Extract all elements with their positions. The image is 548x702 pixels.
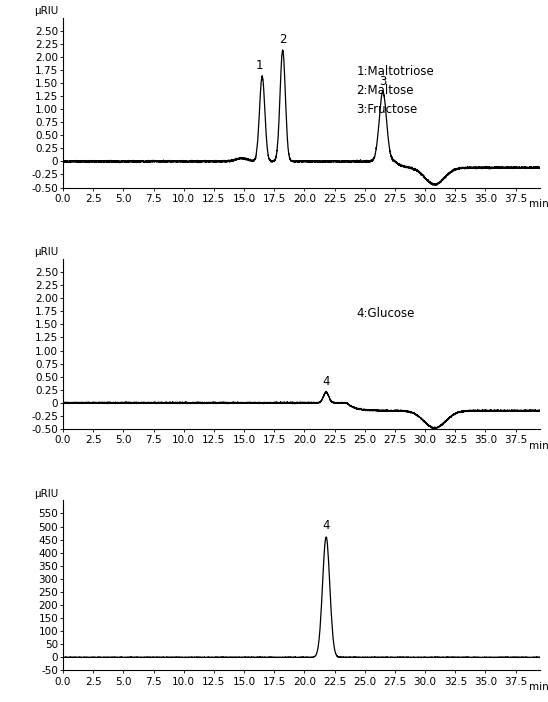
Text: 2: 2 [279, 33, 287, 46]
Text: min: min [529, 682, 548, 692]
Text: 1: 1 [256, 60, 264, 72]
Text: min: min [529, 199, 548, 209]
Text: μRIU: μRIU [34, 247, 58, 257]
Text: min: min [529, 441, 548, 451]
Text: 3: 3 [379, 75, 386, 88]
Text: 4: 4 [322, 375, 330, 388]
Text: 4:Glucose: 4:Glucose [356, 307, 415, 319]
Text: 1:Maltotriose
2:Maltose
3:Fructose: 1:Maltotriose 2:Maltose 3:Fructose [356, 65, 434, 116]
Text: μRIU: μRIU [34, 6, 58, 16]
Text: 4: 4 [322, 519, 330, 532]
Text: μRIU: μRIU [34, 489, 58, 498]
